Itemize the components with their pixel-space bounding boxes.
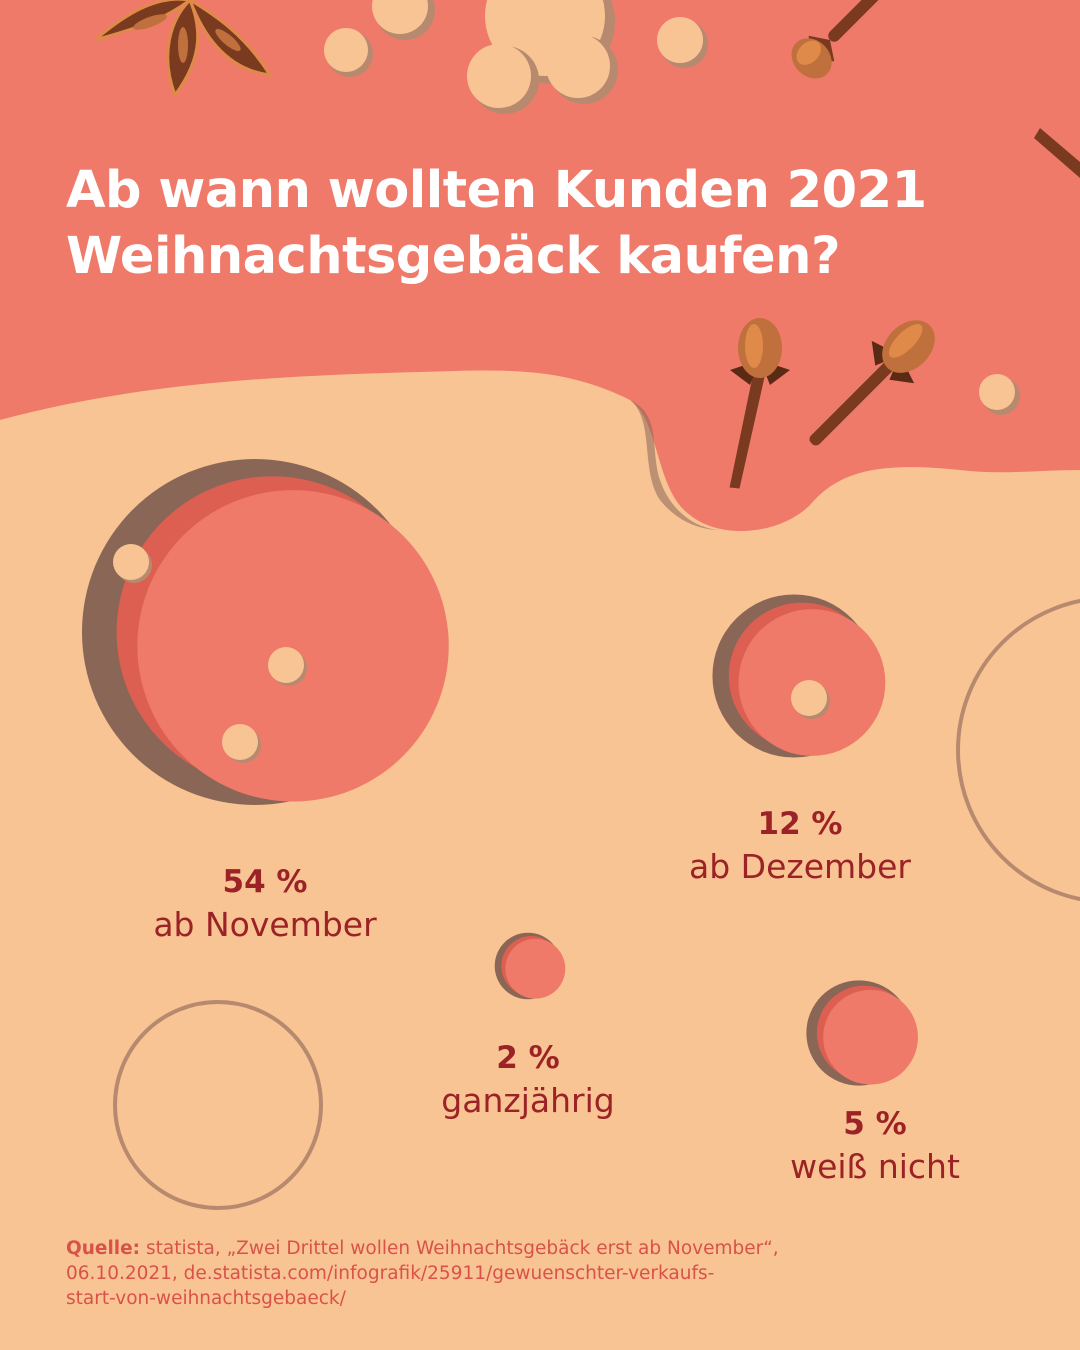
bubble-main xyxy=(505,938,566,999)
decor-ring xyxy=(113,1000,323,1210)
value-label: 54 % xyxy=(222,864,308,900)
category-label: ab Dezember xyxy=(689,847,911,886)
source-label: Quelle: xyxy=(66,1238,141,1259)
category-label: ab November xyxy=(153,905,377,944)
title-line-2: Weihnachtsgebäck kaufen? xyxy=(66,227,841,286)
data-bubble-3 xyxy=(806,980,918,1086)
value-label: 5 % xyxy=(843,1106,907,1142)
clove-icon xyxy=(791,0,882,79)
dough-ball-icon xyxy=(791,680,827,716)
star-anise-icon xyxy=(94,0,273,99)
clove-icon xyxy=(809,320,935,446)
dough-ball-icon xyxy=(268,647,304,683)
source-line-2: 06.10.2021, de.statista.com/infografik/2… xyxy=(66,1263,715,1284)
data-bubble-2 xyxy=(494,932,566,1000)
value-label: 2 % xyxy=(496,1040,560,1076)
data-label-weiss-nicht: 5 % weiß nicht xyxy=(725,1104,1025,1190)
value-label: 12 % xyxy=(757,806,843,842)
source-note: Quelle: statista, „Zwei Drittel wollen W… xyxy=(66,1236,826,1311)
data-bubble-0 xyxy=(82,459,449,805)
data-bubble-1 xyxy=(712,594,886,758)
data-label-ganzjaehrig: 2 % ganzjährig xyxy=(378,1038,678,1124)
source-line-1: statista, „Zwei Drittel wollen Weihnacht… xyxy=(145,1238,779,1259)
data-label-ab-november: 54 % ab November xyxy=(105,862,425,948)
clove-icon xyxy=(729,318,790,489)
source-line-3: start-von-weihnachtsgebaeck/ xyxy=(66,1288,346,1309)
category-label: ganzjährig xyxy=(441,1081,615,1120)
title-line-1: Ab wann wollten Kunden 2021 xyxy=(66,161,927,220)
data-label-ab-dezember: 12 % ab Dezember xyxy=(640,804,960,890)
decor-ring xyxy=(956,598,1080,902)
dough-ball-icon xyxy=(324,0,1020,415)
cinnamon-stick-icon xyxy=(1034,128,1080,178)
bubble-main xyxy=(137,490,449,802)
header-drip-shadow xyxy=(630,400,720,530)
dough-ball-icon xyxy=(113,544,149,580)
dough-ball-icon xyxy=(222,724,258,760)
chart-title: Ab wann wollten Kunden 2021 Weihnachtsge… xyxy=(66,158,1026,290)
bubble-main xyxy=(823,989,918,1085)
header-wave xyxy=(0,0,1080,532)
category-label: weiß nicht xyxy=(790,1147,960,1186)
